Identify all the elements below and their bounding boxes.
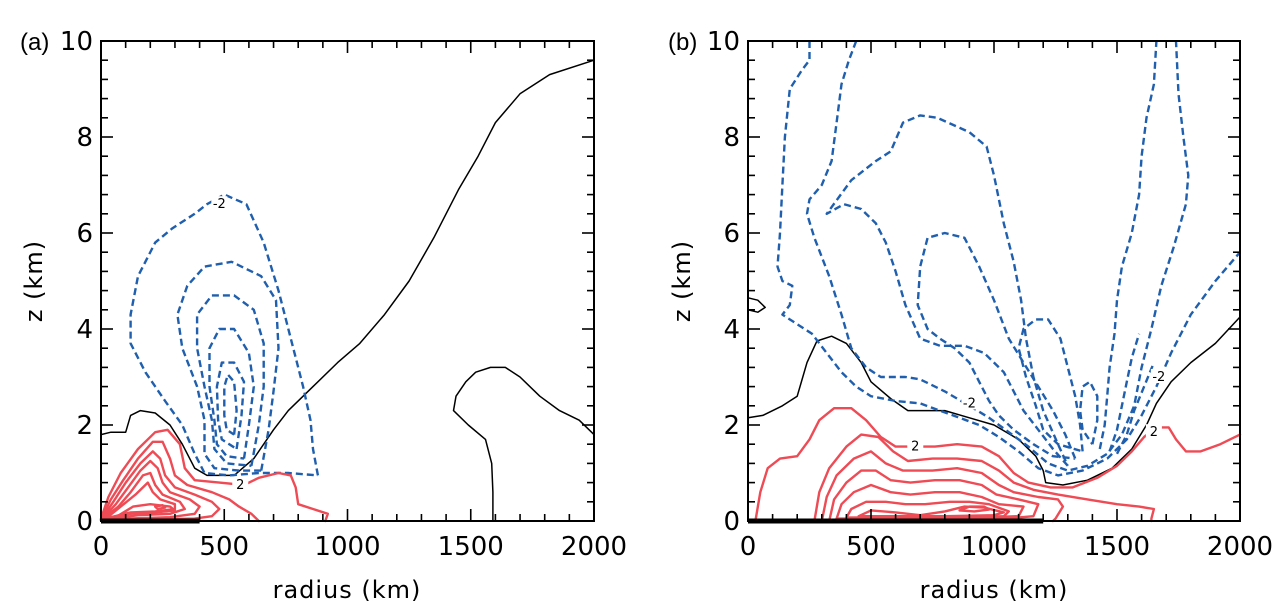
contour-negative-b-7 (1078, 380, 1099, 445)
contour-label-bg (907, 438, 924, 453)
y-tick-label: 10 (60, 27, 93, 57)
contour-label-bg (1145, 424, 1162, 439)
x-tick-label: 500 (846, 532, 896, 562)
contour-positive-a-11 (99, 459, 201, 522)
y-tick-label: 4 (76, 315, 93, 345)
contour-negative-b-10 (1115, 362, 1156, 455)
contour-negative-b-2 (776, 41, 1241, 477)
panel-a: 2 -2 0 500 1000 1500 2000 0 2 4 6 8 10 (a) radius … (20, 27, 627, 604)
contour-negative-a-6 (215, 361, 246, 451)
contour-negative-a-2 (129, 193, 320, 477)
contour-positive-a-15 (154, 504, 167, 511)
contour-positive-b-12 (813, 433, 1156, 523)
contour-label: 2 (236, 478, 244, 493)
contour-zero-b-1 (747, 297, 766, 313)
contour-label-bg (961, 395, 978, 410)
y-tick-labels-a: 0 2 4 6 8 10 (60, 27, 93, 537)
contour-label: -2 (963, 396, 976, 411)
plot-frame-a (100, 40, 595, 522)
contour-label-bg (211, 196, 228, 211)
contour-negative-b-8 (1098, 40, 1158, 450)
contour-label: -2 (213, 197, 226, 212)
contour-negative-b-4 (825, 114, 1069, 467)
y-tick-label: 8 (76, 123, 93, 153)
ticks-b (747, 40, 1241, 522)
panel-label-a: (a) (20, 29, 49, 56)
contour-labels-b: -2 2 -2 2 (907, 369, 1167, 455)
contour-layer-b (747, 40, 1242, 523)
x-tick-label: 0 (740, 532, 757, 562)
y-tick-label: 6 (76, 219, 93, 249)
contour-positive-a-8 (99, 428, 329, 523)
contour-negative-b-3 (805, 40, 1190, 472)
contour-labels-a: 2 -2 (211, 196, 249, 493)
contour-positive-b-18 (958, 505, 991, 513)
contour-positive-a-9 (99, 440, 260, 523)
y-tick-label: 10 (707, 27, 740, 57)
contour-zero-a-1 (452, 366, 595, 522)
x-axis-title-b: radius (km) (920, 576, 1069, 604)
x-tick-label: 1000 (961, 532, 1027, 562)
x-tick-label: 1000 (314, 532, 380, 562)
contour-negative-b-9 (1108, 333, 1141, 452)
contour-label: -2 (1152, 370, 1165, 385)
y-tick-label: 0 (76, 507, 93, 537)
plot-frame-b (747, 40, 1241, 522)
y-tick-label: 0 (723, 507, 740, 537)
contour-label: 2 (1150, 425, 1158, 440)
contour-positive-a-13 (104, 481, 177, 520)
x-tick-label: 1500 (1084, 532, 1150, 562)
y-tick-label: 2 (76, 411, 93, 441)
contour-positive-b-11 (754, 407, 1242, 523)
y-tick-label: 6 (723, 219, 740, 249)
y-axis-title-a: z (km) (20, 240, 48, 322)
y-tick-label: 4 (723, 315, 740, 345)
x-tick-label: 1500 (438, 532, 504, 562)
contour-label: 2 (911, 440, 919, 455)
contour-positive-a-14 (114, 503, 177, 519)
panel-label-b: (b) (668, 29, 697, 56)
contour-positive-a-10 (99, 450, 221, 522)
contour-zero-a-0 (100, 59, 595, 477)
contour-positive-b-16 (845, 500, 1010, 519)
x-tick-labels-a: 0 500 1000 1500 2000 (93, 532, 627, 562)
contour-label-bg (1150, 369, 1167, 383)
contour-negative-b-5 (916, 231, 1077, 460)
x-tick-label: 500 (199, 532, 249, 562)
y-tick-label: 2 (723, 411, 740, 441)
contour-negative-b-6 (1017, 318, 1084, 453)
contour-negative-a-5 (208, 327, 255, 460)
contour-negative-a-7 (223, 373, 238, 436)
y-tick-label: 8 (723, 123, 740, 153)
contour-negative-a-3 (176, 260, 280, 472)
x-tick-label: 2000 (561, 532, 627, 562)
contour-zero-b-0 (747, 316, 1241, 486)
x-tick-labels-b: 0 500 1000 1500 2000 (740, 532, 1273, 562)
panel-b: -2 2 -2 2 0 500 1000 1500 2000 0 2 4 6 8 10 (b) radi… (668, 27, 1273, 604)
contour-label-bg (232, 477, 249, 491)
x-tick-label: 2000 (1207, 532, 1273, 562)
x-axis-title-a: radius (km) (273, 576, 422, 604)
contour-positive-b-13 (820, 450, 1065, 523)
y-tick-labels-b: 0 2 4 6 8 10 (707, 27, 740, 537)
x-tick-label: 0 (93, 532, 110, 562)
y-axis-title-b: z (km) (668, 240, 696, 322)
ticks-a (100, 40, 595, 522)
contour-layer-a (99, 59, 595, 523)
contour-positive-a-12 (99, 471, 186, 522)
